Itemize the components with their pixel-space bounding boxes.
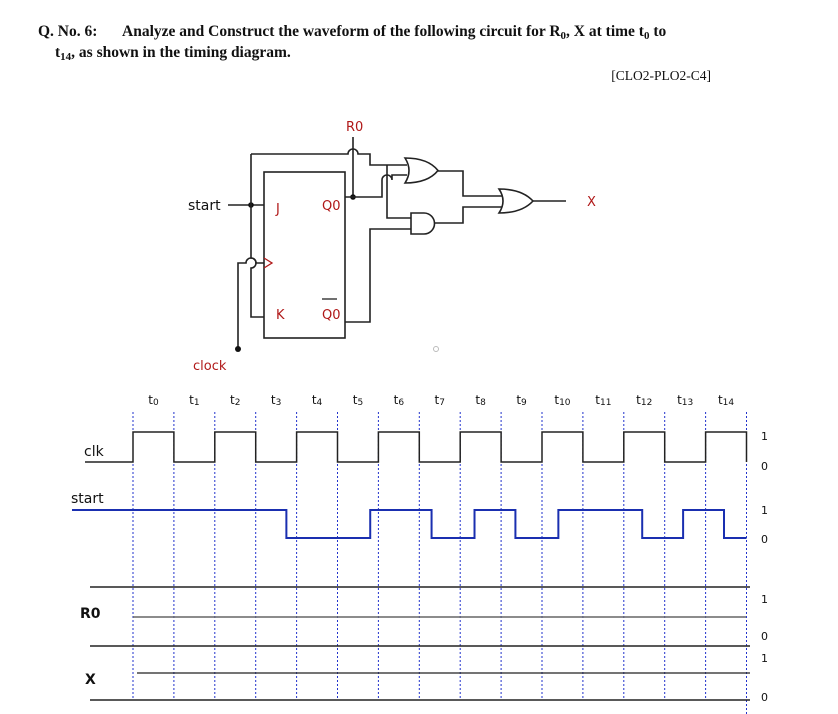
clock-triangle-icon bbox=[263, 257, 274, 269]
clock-terminal-dot bbox=[235, 346, 241, 352]
x-output-label: X bbox=[587, 195, 596, 210]
time-label: t0 bbox=[148, 393, 159, 408]
stray-dot bbox=[433, 346, 439, 352]
x-level-1: 1 bbox=[761, 652, 768, 665]
r0-label: R0 bbox=[346, 120, 363, 135]
time-label: t4 bbox=[312, 393, 323, 408]
time-label: t8 bbox=[475, 393, 486, 408]
or-gate-1 bbox=[403, 157, 440, 184]
time-label: t13 bbox=[677, 393, 693, 408]
start-label: start bbox=[188, 198, 221, 214]
circuit-diagram: start J K Q0 Q0 R0 X clock bbox=[188, 120, 596, 374]
time-label: t10 bbox=[554, 393, 570, 408]
time-label: t3 bbox=[271, 393, 281, 408]
or-gate-2 bbox=[497, 188, 535, 214]
clk-waveform bbox=[85, 431, 748, 463]
clk-level-1: 1 bbox=[761, 430, 768, 443]
time-label: t2 bbox=[230, 393, 240, 408]
question-text-line1: Analyze and Construct the waveform of th… bbox=[122, 23, 666, 42]
q0-output-label: Q0 bbox=[322, 199, 341, 214]
time-label: t1 bbox=[189, 393, 199, 408]
clock-wire bbox=[237, 257, 264, 349]
time-label: t5 bbox=[353, 393, 363, 408]
clk-level-0: 0 bbox=[761, 460, 768, 473]
time-label: t7 bbox=[435, 393, 445, 408]
and-gate bbox=[410, 212, 436, 235]
q0-wire bbox=[345, 174, 407, 198]
r0-level-0: 0 bbox=[761, 630, 768, 643]
r0-level-1: 1 bbox=[761, 593, 768, 606]
q0-bar-output-label: Q0 bbox=[322, 308, 341, 323]
start-or-wire bbox=[251, 148, 407, 166]
or1-output-wire bbox=[438, 170, 502, 197]
time-label: t11 bbox=[595, 393, 611, 408]
clock-label: clock bbox=[193, 359, 227, 374]
clo-reference: [CLO2-PLO2-C4] bbox=[611, 68, 711, 83]
row-label-start: start bbox=[71, 491, 104, 507]
and-input-wire bbox=[386, 165, 411, 219]
start-level-0: 0 bbox=[761, 533, 768, 546]
k-input-label: K bbox=[276, 308, 285, 323]
question-number: Q. No. 6: bbox=[38, 23, 97, 40]
start-waveform bbox=[72, 509, 747, 539]
jk-flip-flop bbox=[263, 171, 346, 339]
and-output-wire bbox=[435, 206, 502, 224]
time-label: t9 bbox=[516, 393, 527, 408]
start-k-wire bbox=[250, 154, 264, 318]
question-text-line2: t14, as shown in the timing diagram. bbox=[55, 44, 291, 63]
start-level-1: 1 bbox=[761, 504, 768, 517]
time-label: t14 bbox=[718, 393, 734, 408]
q0-bar-wire bbox=[345, 228, 411, 323]
row-label-r0: R0 bbox=[80, 606, 101, 622]
timing-diagram: t0 t1 t2 t3 t4 t5 t6 t7 t8 t9 t10 t11 t12 t13 t14 clk … bbox=[71, 393, 768, 714]
row-label-x: X bbox=[85, 672, 96, 688]
x-level-0: 0 bbox=[761, 691, 768, 704]
row-label-clk: clk bbox=[84, 444, 105, 460]
time-label: t6 bbox=[394, 393, 405, 408]
j-input-label: J bbox=[275, 202, 280, 217]
time-label: t12 bbox=[636, 393, 652, 408]
